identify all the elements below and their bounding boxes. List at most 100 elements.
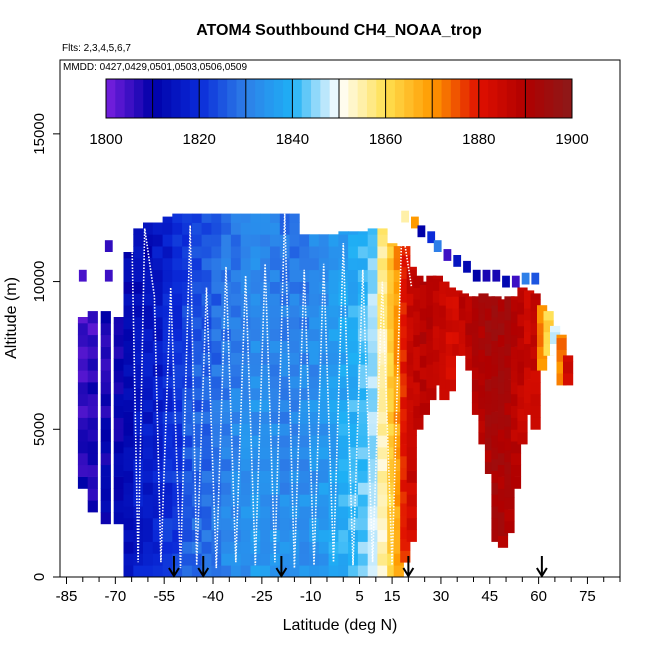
heatmap-cell <box>387 482 398 495</box>
heatmap-cell <box>270 482 281 495</box>
heatmap-cell <box>400 432 411 445</box>
heatmap-cell <box>400 526 411 539</box>
heatmap-cell <box>240 565 251 577</box>
heatmap-cell <box>328 553 339 566</box>
x-tick-label: 30 <box>433 588 450 605</box>
heatmap-cell <box>504 450 515 463</box>
heatmap-cell <box>484 367 496 380</box>
heatmap-cell <box>413 393 424 406</box>
heatmap-cell <box>328 411 339 424</box>
heatmap-cell <box>250 565 261 577</box>
heatmap-cell <box>260 269 271 282</box>
heatmap-cell <box>377 517 388 531</box>
heatmap-cell <box>309 340 320 353</box>
heatmap-cell <box>211 447 222 460</box>
heatmap-cell <box>123 305 134 318</box>
heatmap-cell <box>497 405 509 418</box>
heatmap-cell <box>162 482 173 495</box>
colorbar-swatch <box>525 79 536 118</box>
heatmap-cell <box>152 435 163 448</box>
heatmap-cell <box>100 452 111 466</box>
heatmap-cell <box>133 364 144 377</box>
heatmap-cell <box>230 246 242 259</box>
heatmap-cell <box>87 334 98 347</box>
heatmap-cell <box>377 246 388 259</box>
heatmap-cell <box>299 482 310 495</box>
heatmap-cell <box>143 470 154 483</box>
heatmap-cell <box>211 399 222 412</box>
heatmap-cell <box>543 320 554 333</box>
heatmap-cell <box>491 328 502 341</box>
heatmap-cell <box>133 376 144 389</box>
heatmap-cell <box>357 517 369 531</box>
heatmap-cell <box>260 281 271 294</box>
heatmap-cell <box>309 352 320 365</box>
heatmap-cell <box>230 447 242 460</box>
heatmap-cell <box>309 506 320 519</box>
heatmap-cell <box>221 565 232 577</box>
heatmap-cell <box>426 352 437 365</box>
heatmap-cell <box>143 517 154 531</box>
heatmap-cell <box>201 529 212 542</box>
heatmap-cell <box>400 491 411 504</box>
heatmap-cell <box>406 506 417 519</box>
colorbar-tick-label: 1880 <box>462 131 495 148</box>
heatmap-cell <box>491 494 502 507</box>
heatmap-cell <box>250 293 261 306</box>
heatmap-cell <box>367 423 378 436</box>
y-axis-label: Altitude (m) <box>3 277 20 359</box>
x-axis-label: Latitude (deg N) <box>283 617 398 634</box>
heatmap-cell <box>439 364 450 377</box>
heatmap-cell <box>87 476 98 489</box>
heatmap-cell <box>328 541 339 554</box>
heatmap-cell <box>491 352 502 365</box>
heatmap-cell <box>393 470 404 483</box>
heatmap-cell <box>240 517 251 531</box>
heatmap-cell <box>240 470 251 483</box>
heatmap-cell <box>289 423 300 436</box>
heatmap-cell <box>299 340 310 353</box>
heatmap-cell <box>221 222 232 235</box>
heatmap-cell <box>478 396 489 409</box>
heatmap-cell <box>230 234 242 247</box>
heatmap-cell <box>230 269 242 282</box>
colorbar-swatch <box>264 79 275 118</box>
heatmap-cell <box>221 234 232 247</box>
heatmap-cell <box>318 494 329 507</box>
heatmap-cell <box>162 529 173 542</box>
heatmap-cell <box>123 458 134 471</box>
heatmap-cell <box>406 340 417 353</box>
heatmap-cell <box>411 216 419 229</box>
heatmap-cell <box>318 305 329 318</box>
heatmap-cell <box>123 470 134 483</box>
heatmap-cell <box>299 364 310 377</box>
heatmap-cell <box>211 281 222 294</box>
heatmap-cell <box>240 281 251 294</box>
heatmap-cell <box>348 246 359 259</box>
heatmap-cell <box>338 423 349 436</box>
heatmap-cell <box>357 352 369 365</box>
heatmap-cell <box>250 364 261 377</box>
heatmap-cell <box>530 346 541 359</box>
heatmap-cell <box>221 387 232 401</box>
heatmap-cell <box>299 328 310 341</box>
heatmap-cell <box>393 482 404 495</box>
heatmap-cell <box>432 290 443 303</box>
heatmap-cell <box>348 376 359 389</box>
heatmap-cell <box>279 423 290 436</box>
heatmap-cell <box>443 249 452 261</box>
colorbar-swatch <box>469 79 480 118</box>
heatmap-cell <box>279 447 290 460</box>
heatmap-cell <box>484 308 496 321</box>
heatmap-cell <box>191 470 203 483</box>
heatmap-cell <box>113 512 124 525</box>
heatmap-cell <box>240 234 251 247</box>
heatmap-cell <box>377 541 388 554</box>
heatmap-cell <box>191 234 203 247</box>
heatmap-cell <box>211 541 222 554</box>
heatmap-cell <box>357 458 369 471</box>
heatmap-cell <box>400 538 411 551</box>
heatmap-cell <box>201 517 212 531</box>
heatmap-cell <box>426 275 437 282</box>
heatmap-cell <box>377 411 388 424</box>
